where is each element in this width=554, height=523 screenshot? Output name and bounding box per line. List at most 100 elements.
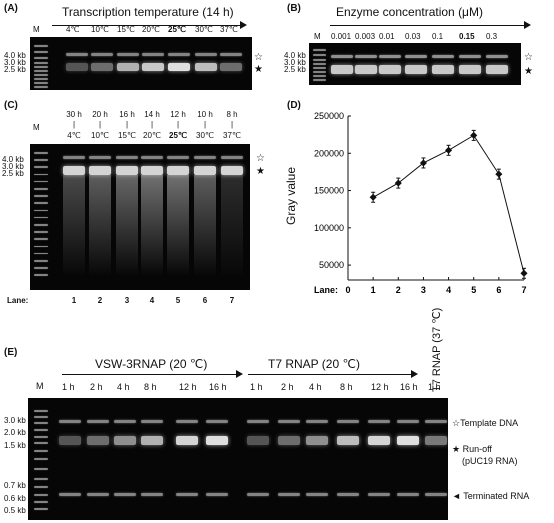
panel-a-template-band	[168, 53, 190, 56]
y-tick-label: 100000	[314, 223, 344, 233]
x-tick-label: 7	[521, 285, 526, 295]
panel-b-size-4kb: 4.0 kb	[284, 51, 306, 60]
panel-c-ladder-band-9	[34, 216, 48, 219]
panel-e-runoff-band	[59, 436, 81, 445]
data-point	[520, 269, 528, 277]
y-tick-label: 250000	[314, 111, 344, 121]
panel-a-star-filled: ★	[254, 64, 263, 75]
panel-a-ladder-band-1	[34, 51, 48, 53]
panel-e-time-label: 16 h	[400, 382, 418, 392]
panel-e-template-band	[114, 420, 136, 423]
panel-c-temp-label: 20℃	[143, 131, 161, 140]
panel-e-size-label: 1.5 kb	[4, 441, 26, 450]
panel-a-lane-label: 15℃	[117, 25, 135, 34]
panel-c-temp-label: 37℃	[223, 131, 241, 140]
panel-c-ladder-band-5	[34, 188, 48, 190]
panel-b-ladder-band-3	[313, 63, 326, 65]
panel-b-runoff-band	[355, 65, 377, 74]
x-axis-label: Lane:	[314, 285, 338, 295]
panel-a-runoff-band	[195, 63, 217, 71]
panel-a-lane-label: 20℃	[142, 25, 160, 34]
panel-a-template-band	[91, 53, 113, 56]
panel-d-chart: 50000 100000 150000 200000 250000 0 1 2 3 4 5 6 7 Lan…	[314, 111, 528, 295]
panel-e-template-band	[176, 420, 198, 423]
panel-b-size-2.5kb: 2.5 kb	[284, 65, 306, 74]
panel-e-terminated-band	[278, 493, 300, 496]
panel-e-ladder-band-4	[34, 436, 48, 438]
panel-e-time-label: 2 h	[281, 382, 294, 392]
panel-c-ladder-band-3	[34, 173, 48, 176]
panel-c-runoff-band	[141, 166, 163, 175]
panel-c-ladder-band-4	[34, 180, 48, 183]
panel-e-runoff-band	[114, 436, 136, 445]
panel-e-ladder-band-6	[34, 450, 48, 452]
panel-a-ladder-band-4	[34, 66, 48, 68]
panel-b-ladder-band-0	[313, 49, 326, 51]
panel-e-size-label: 0.5 kb	[4, 506, 26, 515]
panel-c-lane-number: 5	[175, 296, 181, 305]
panel-b-ladder-band-2	[313, 59, 326, 61]
data-point	[495, 170, 503, 178]
panel-a-ladder-band-9	[34, 86, 48, 88]
panel-b-ladder-band-7	[313, 79, 326, 81]
panel-c-smear	[63, 175, 85, 275]
panel-b-runoff-band	[405, 65, 427, 74]
panel-c-temp-label: 10℃	[91, 131, 109, 140]
panel-e-time-label: 8 h	[340, 382, 353, 392]
panel-e-runoff-band	[397, 436, 419, 445]
data-point	[445, 146, 453, 154]
panel-b-label: (B)	[287, 3, 301, 14]
template-dna-label: ☆Template DNA	[452, 418, 519, 428]
panel-c-size-3kb: 3.0 kb	[2, 162, 24, 171]
panel-a-template-band	[117, 53, 139, 56]
panel-e-label: (E)	[4, 347, 18, 358]
panel-e-template-band	[278, 420, 300, 423]
panel-b-star-open: ☆	[524, 52, 533, 63]
panel-a-lane-label: 30℃	[195, 25, 213, 34]
panel-c-star-open: ☆	[256, 153, 265, 164]
panel-b-ladder-band-1	[313, 54, 326, 56]
panel-e-time-label: 2 h	[90, 382, 103, 392]
panel-a-runoff-band	[91, 63, 113, 71]
panel-a-arrowhead	[240, 21, 247, 29]
panel-c-tick-mark: |	[125, 120, 129, 129]
panel-e-ladder-band-2	[34, 422, 48, 424]
panel-c-smear	[89, 175, 111, 275]
panel-e-terminated-band	[397, 493, 419, 496]
panel-b-ladder-band-5	[313, 71, 326, 73]
panel-c-temp-label: 30℃	[196, 131, 214, 140]
y-tick-label: 200000	[314, 148, 344, 158]
panel-b-lane-label: 0.03	[405, 32, 421, 41]
panel-a-template-band	[66, 53, 88, 56]
panel-a-ladder-band-2	[34, 57, 48, 59]
panel-e-terminated-band	[59, 493, 81, 496]
panel-c-size-4kb: 4.0 kb	[2, 155, 24, 164]
panel-c-template-band	[89, 156, 111, 159]
panel-e-ladder-band-3	[34, 429, 48, 431]
panel-a-template-band	[220, 53, 242, 56]
panel-c-ladder-band-0	[34, 152, 48, 154]
panel-b-arrow	[330, 25, 526, 26]
panel-c-runoff-band	[221, 166, 243, 175]
panel-a-size-2.5kb: 2.5 kb	[4, 65, 26, 74]
panel-a-runoff-band	[117, 63, 139, 71]
panel-c-runoff-band	[116, 166, 138, 175]
panel-c-tick-mark: |	[230, 120, 234, 129]
panel-e-runoff-band	[278, 436, 300, 445]
panel-c-lane-m: M	[33, 123, 40, 132]
panel-e-time-label: 1 h	[428, 382, 441, 392]
panel-c-smear	[141, 175, 163, 275]
panel-a-star-open: ☆	[254, 52, 263, 63]
panel-c-ladder-band-14	[34, 252, 48, 255]
panel-e-size-label: 3.0 kb	[4, 416, 26, 425]
panel-e-group2-title: T7 RNAP (20 ℃)	[268, 357, 360, 371]
panel-b-runoff-band	[459, 65, 481, 74]
panel-e-size-label: 0.7 kb	[4, 481, 26, 490]
panel-a-runoff-band	[66, 63, 88, 71]
panel-c-tick-mark: |	[150, 120, 154, 129]
panel-a-runoff-band	[168, 63, 190, 71]
panel-c-time-label: 8 h	[226, 110, 238, 119]
panel-c-ladder-band-10	[34, 224, 48, 226]
panel-b-runoff-band	[432, 65, 454, 74]
panel-e-terminated-band	[306, 493, 328, 496]
